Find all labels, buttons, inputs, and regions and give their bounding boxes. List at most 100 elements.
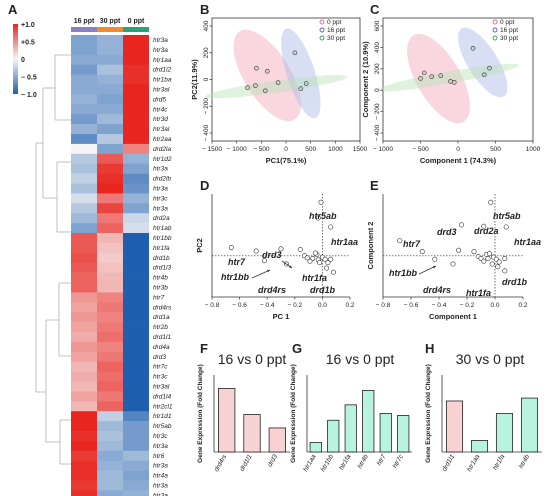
heatmap-row-label: htr5ab [153,423,172,430]
loading-point [317,260,323,266]
heatmap-cell [123,173,149,184]
heatmap-scale-tick: − 0.5 [21,75,37,82]
x-tick-label: − 500 [412,146,429,153]
bar-chart-h: 30 vs 0 ppt drd1l1 htr1aa htr1fa htr4b Gene E… [425,351,542,473]
heatmap-cell [71,74,97,85]
y-axis-label: Gene Expression (Fold Change) [425,364,432,463]
heatmap-cell [71,401,97,412]
x-tick-label: − 0.2 [460,302,475,309]
heatmap-cell [71,302,97,313]
gene-annotation: htr1aa [514,237,541,247]
annotation-arrowhead [433,265,436,269]
heatmap-panel-a: 16 ppt 30 ppt 0 ppt htr3a htr3a htr1aa drd1l2 h… [13,18,173,496]
heatmap-row-label: htr1fa [153,245,170,252]
scatter-point [253,83,258,88]
x-tick-label: 0.0 [318,302,327,309]
confidence-ellipse [377,63,520,92]
heatmap-row-label: htr3al [153,384,170,391]
annotation-arrowhead [289,265,292,268]
heatmap-row-label: drd2lb [153,176,171,183]
heatmap-row-label: htr4c [153,106,168,113]
heatmap-cell [123,312,149,323]
heatmap-cell [97,84,123,95]
x-tick-label: − 0.4 [260,302,275,309]
bar-category-label: htr4b [518,453,532,470]
scatter-point [292,50,298,56]
scatter-point [451,80,457,85]
y-axis-label: Gene Expression (Fold Change) [197,364,204,463]
loading-point [307,258,313,264]
chart-title: 30 vs 0 ppt [456,351,525,367]
plsda-plot-c: − 1000 − 500 0 500 1000 600 400 200 0 − 200 − 400 C… [361,17,541,165]
heatmap-row-label: htr3a [153,37,168,44]
y-tick-label: 200 [203,47,210,58]
x-tick-label: 0 [456,146,460,153]
y-tick-label: 400 [374,42,381,53]
panel-letter-e: E [370,178,379,193]
heatmap-row-label: drd3 [153,354,166,361]
panel-letter-d: D [200,178,209,193]
bar [344,404,357,453]
scatter-point [481,72,487,78]
gene-annotation: htr5ab [309,211,337,221]
heatmap-cell [71,252,97,263]
x-tick-label: 1500 [353,146,368,153]
legend-label: 30 ppt [327,35,345,42]
heatmap-cell [97,450,123,461]
gene-annotation: drd3 [262,250,282,260]
scatter-point [470,45,476,51]
annotation-arrow [251,269,271,279]
gene-annotation: drd2a [474,226,499,236]
heatmap-row-label: htr3a [153,166,168,173]
heatmap-cell [71,153,97,164]
loading-point [318,199,324,205]
bar [309,441,322,453]
gene-annotation: htr1bb [221,272,250,282]
scatter-point [245,85,250,90]
scatter-point [448,79,453,84]
heatmap-cell [71,361,97,372]
heatmap-cell [71,272,97,283]
heatmap-cell [97,35,123,46]
heatmap-row-label: htr4b [153,275,168,282]
heatmap-cell [97,490,123,496]
heatmap-cell [97,252,123,263]
bar-category-label: htr1fa [338,453,353,471]
heatmap-row-label: drd1l1 [153,334,171,341]
heatmap-cell [71,312,97,323]
heatmap-cell [123,153,149,164]
heatmap-column-header: 0 ppt [128,18,145,25]
heatmap-cell [97,213,123,224]
heatmap-cell [71,292,97,303]
heatmap-cell [97,312,123,323]
heatmap-cell [123,302,149,313]
x-tick-label: − 0.2 [287,302,302,309]
heatmap-cell [97,440,123,452]
gene-annotation: htr1fa [466,288,491,298]
bar [327,419,340,453]
chart-title: 16 vs 0 ppt [218,351,287,367]
bar [397,415,410,453]
y-tick-label: − 200 [374,103,381,120]
heatmap-cell [71,64,97,75]
confidence-ellipse [458,27,508,98]
bar-category-label: htr7c [392,453,406,470]
heatmap-row-label: htr3al [153,87,170,94]
heatmap-cell [97,163,123,174]
gene-annotation: htr5ab [493,211,521,221]
bar-category-label: htr1bb [320,453,335,473]
y-axis-label: Component 2 (10.9%) [361,41,370,118]
confidence-ellipse [281,28,321,119]
heatmap-row-label: htr1d1 [153,413,172,420]
x-tick-label: − 0.6 [404,302,419,309]
bar-chart-g: 16 vs 0 ppt htr1aa htr1bb htr1fa htr4b htr7 ht… [290,351,412,473]
scatter-point [438,73,444,79]
x-tick-label: 0 [284,146,288,153]
x-tick-label: − 1000 [373,146,393,153]
heatmap-row-label: drd1a [153,314,170,321]
heatmap-cell [123,252,149,263]
heatmap-cell [71,262,97,273]
loading-point [471,249,477,255]
x-tick-label: − 500 [253,146,270,153]
loading-point [312,250,318,256]
